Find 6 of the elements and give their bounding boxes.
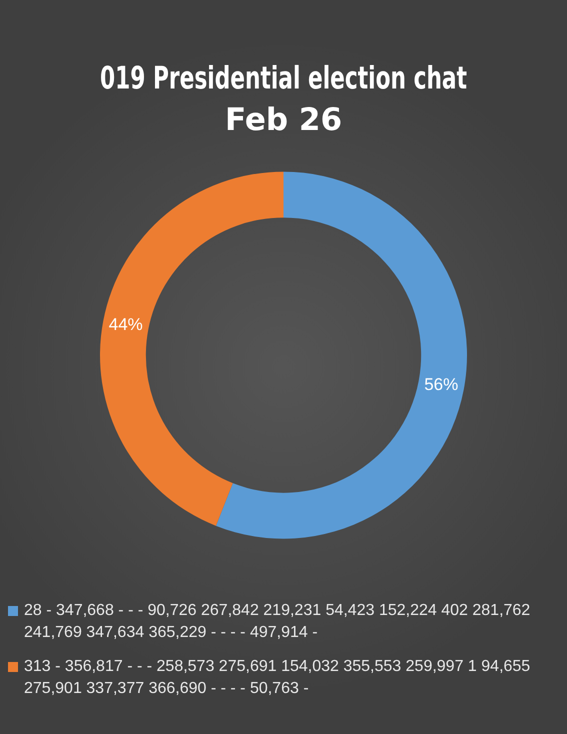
legend-label: 28 - 347,668 - - - 90,726 267,842 219,231 54,423 152,224 402 281,762 241,769 347,634 365,229 - - - - 497,914 - <box>24 601 532 643</box>
data-label: 56% <box>424 374 458 394</box>
chart-subtitle: Feb 26 <box>224 102 342 138</box>
legend-label: 313 - 356,817 - - - 258,573 275,691 154,032 355,553 259,997 1 94,655 275,901 337,377 366,690 - - - - 50,763 - <box>24 657 532 699</box>
chart-title: 019 Presidential election chat <box>100 60 468 97</box>
data-label: 44% <box>108 314 143 334</box>
